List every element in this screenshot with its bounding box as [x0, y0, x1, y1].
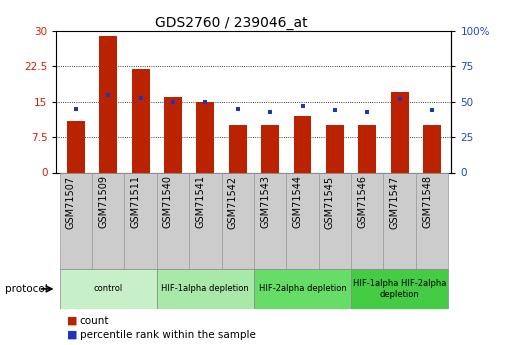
- Point: [363, 109, 371, 115]
- Point: [201, 99, 209, 105]
- Text: percentile rank within the sample: percentile rank within the sample: [80, 330, 255, 339]
- Bar: [391, 92, 408, 172]
- Bar: [359, 125, 376, 172]
- Text: GSM71511: GSM71511: [131, 175, 141, 228]
- Bar: [157, 269, 254, 309]
- Text: ■: ■: [67, 316, 77, 326]
- Bar: [222, 172, 254, 269]
- Text: GSM71548: GSM71548: [422, 175, 432, 228]
- Bar: [254, 172, 286, 269]
- Bar: [132, 69, 149, 172]
- Text: ■: ■: [67, 330, 77, 339]
- Bar: [100, 36, 117, 172]
- Bar: [351, 269, 448, 309]
- Bar: [67, 121, 85, 172]
- Point: [104, 92, 112, 97]
- Bar: [125, 172, 157, 269]
- Point: [72, 106, 80, 112]
- Bar: [92, 172, 125, 269]
- Point: [331, 108, 339, 113]
- Text: GSM71507: GSM71507: [66, 175, 76, 228]
- Text: HIF-2alpha depletion: HIF-2alpha depletion: [259, 284, 346, 294]
- Text: GSM71546: GSM71546: [357, 175, 367, 228]
- Bar: [319, 172, 351, 269]
- Bar: [157, 172, 189, 269]
- Bar: [254, 269, 351, 309]
- Bar: [383, 172, 416, 269]
- Point: [299, 103, 307, 109]
- Bar: [229, 125, 247, 172]
- Text: count: count: [80, 316, 109, 326]
- Text: HIF-1alpha depletion: HIF-1alpha depletion: [162, 284, 249, 294]
- Bar: [60, 269, 157, 309]
- Text: GDS2760 / 239046_at: GDS2760 / 239046_at: [154, 16, 307, 30]
- Text: GSM71542: GSM71542: [228, 175, 238, 228]
- Text: protocol: protocol: [5, 284, 48, 294]
- Text: GSM71545: GSM71545: [325, 175, 335, 228]
- Text: GSM71540: GSM71540: [163, 175, 173, 228]
- Bar: [416, 172, 448, 269]
- Bar: [196, 102, 214, 172]
- Text: GSM71509: GSM71509: [98, 175, 108, 228]
- Text: GSM71541: GSM71541: [195, 175, 205, 228]
- Bar: [293, 116, 311, 172]
- Bar: [351, 172, 383, 269]
- Point: [233, 106, 242, 112]
- Bar: [261, 125, 279, 172]
- Bar: [423, 125, 441, 172]
- Point: [169, 99, 177, 105]
- Point: [136, 95, 145, 100]
- Point: [266, 109, 274, 115]
- Text: GSM71547: GSM71547: [390, 175, 400, 228]
- Text: GSM71543: GSM71543: [260, 175, 270, 228]
- Bar: [189, 172, 222, 269]
- Point: [396, 96, 404, 102]
- Bar: [164, 97, 182, 172]
- Point: [428, 108, 436, 113]
- Text: HIF-1alpha HIF-2alpha
depletion: HIF-1alpha HIF-2alpha depletion: [353, 279, 446, 299]
- Text: GSM71544: GSM71544: [292, 175, 303, 228]
- Text: control: control: [93, 284, 123, 294]
- Bar: [60, 172, 92, 269]
- Bar: [326, 125, 344, 172]
- Bar: [286, 172, 319, 269]
